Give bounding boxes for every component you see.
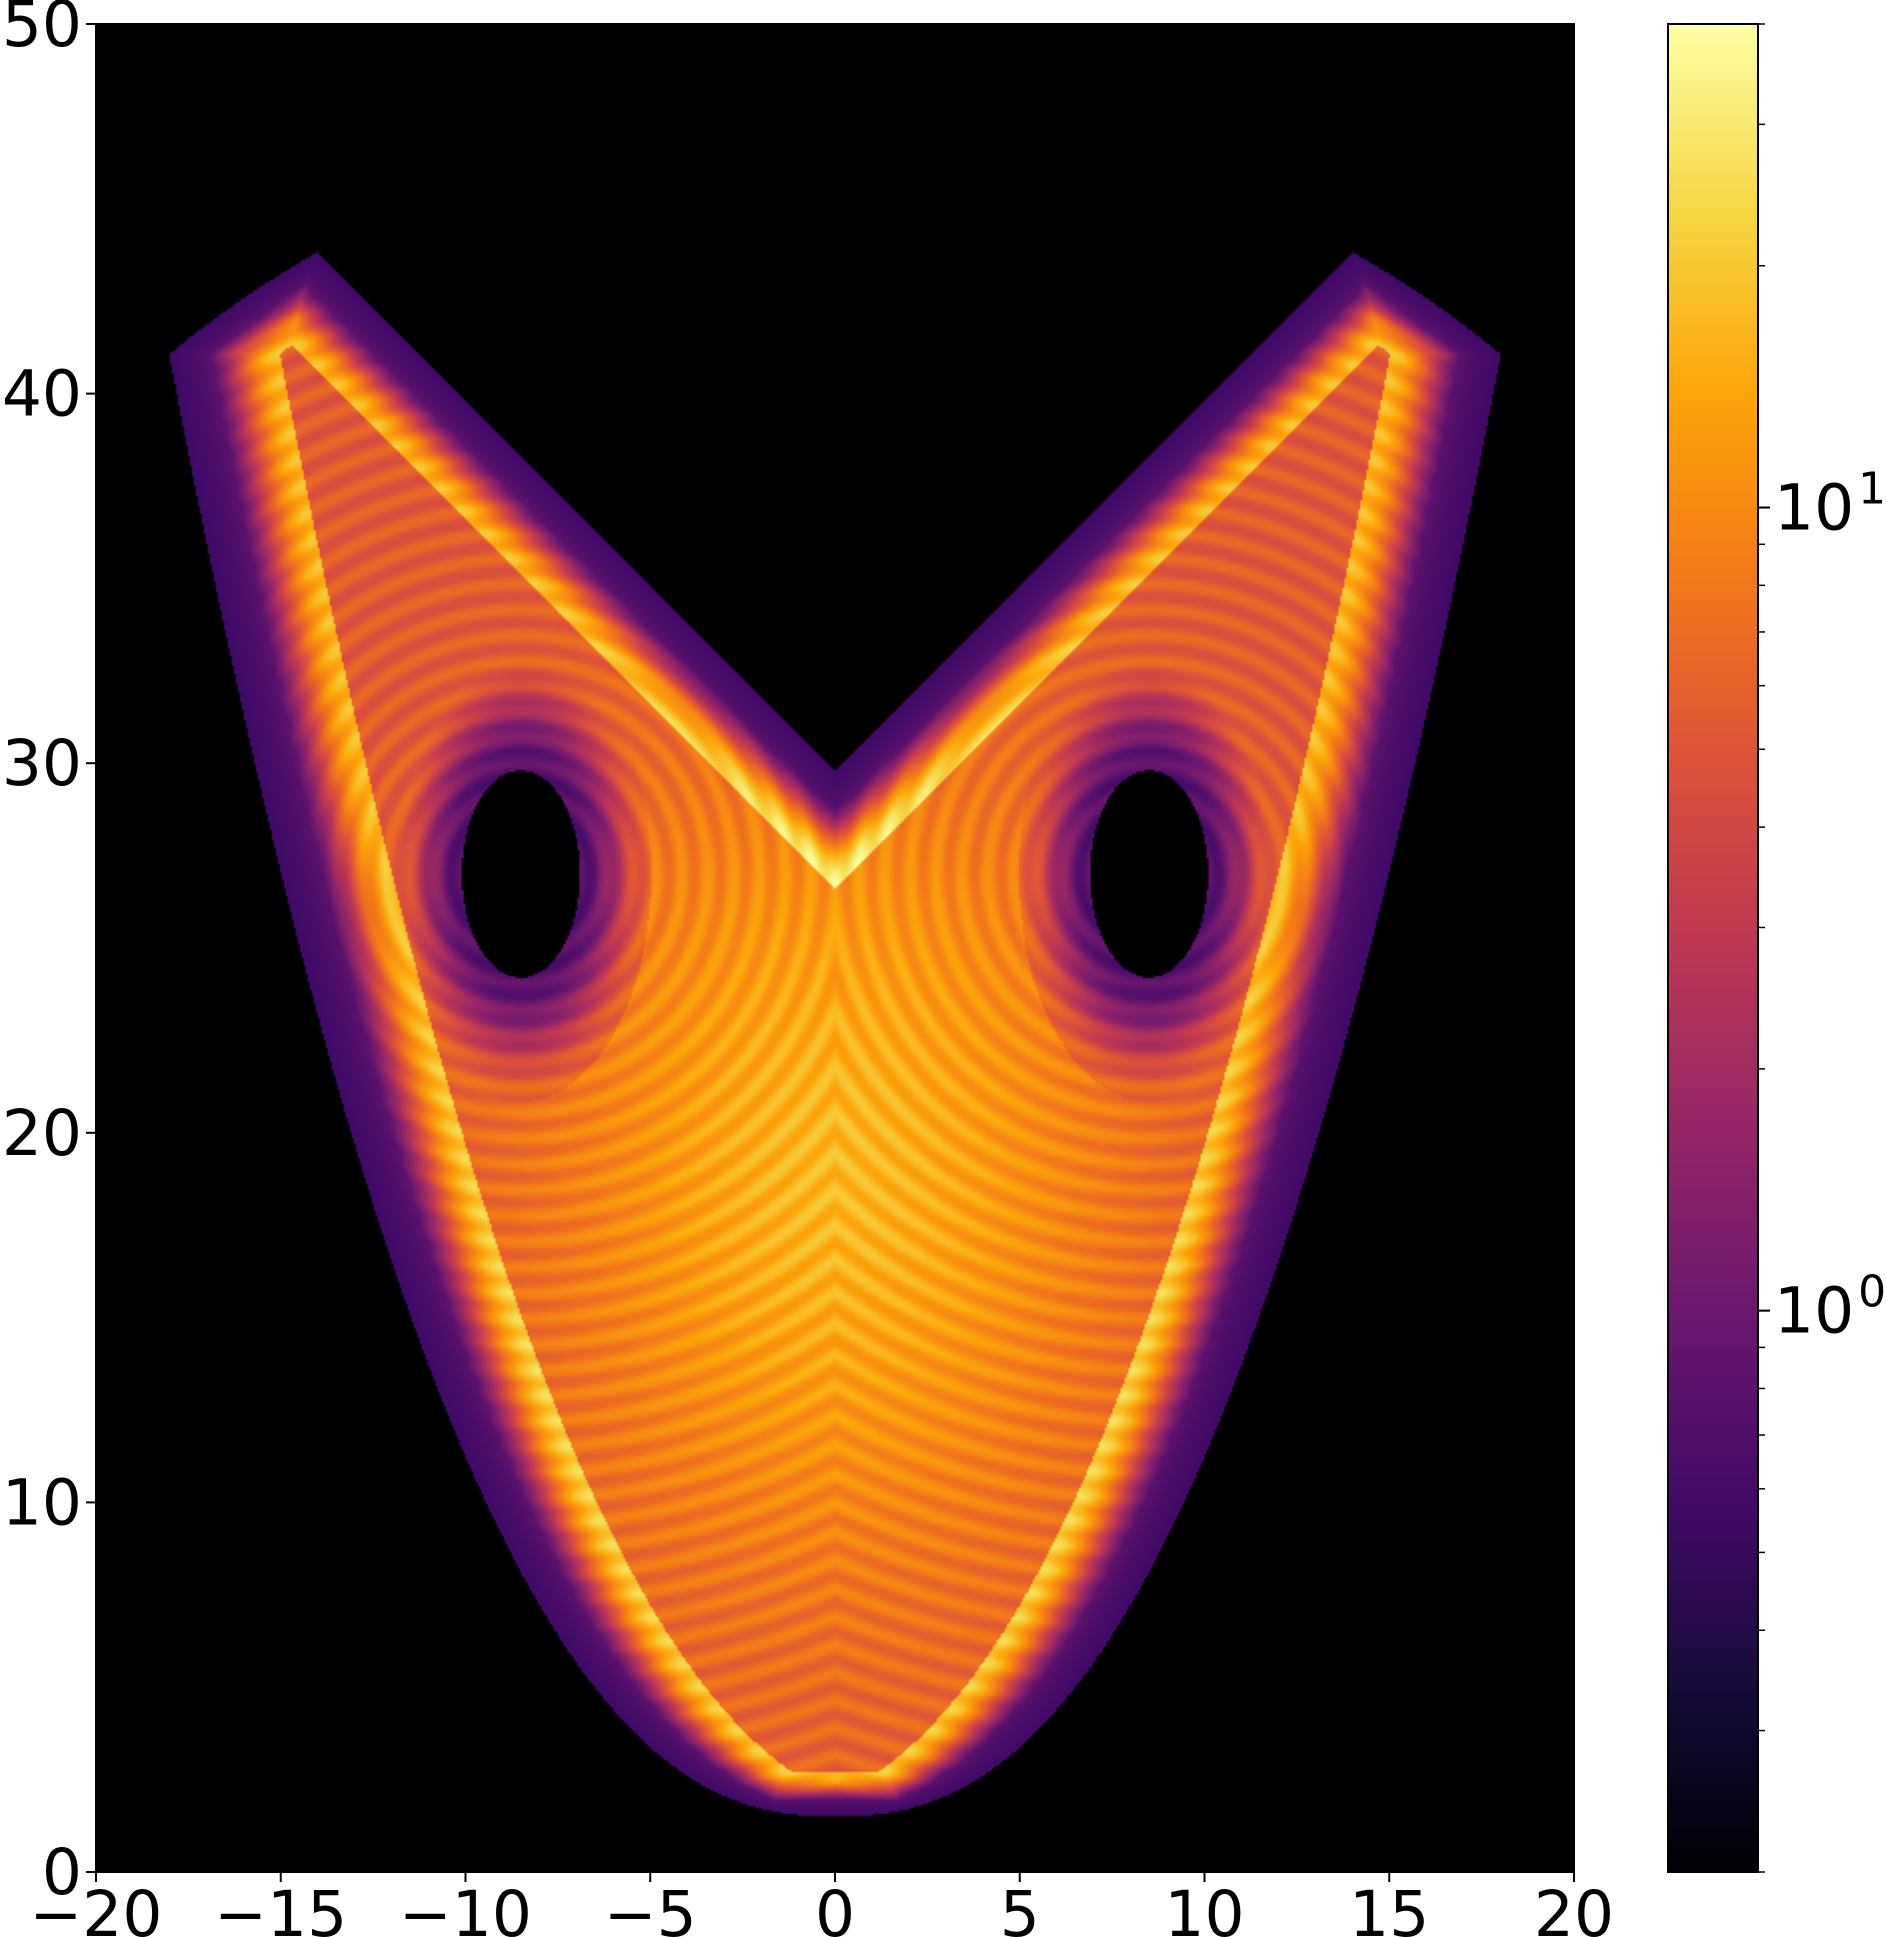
x-tick-label: −15 [214, 1878, 347, 1937]
y-axis-ticks: 0 10 20 30 40 50 [2, 0, 96, 1909]
x-tick-label: 20 [1534, 1878, 1614, 1937]
x-tick-label: −10 [399, 1878, 532, 1937]
y-tick-label: 30 [2, 727, 82, 800]
x-tick-label: 15 [1349, 1878, 1429, 1937]
x-tick-label: 10 [1164, 1878, 1244, 1937]
x-axis-ticks: −20 −15 −10 −5 0 5 10 15 20 [30, 1872, 1614, 1937]
x-tick-label: 5 [1000, 1878, 1040, 1937]
x-tick-label: −5 [604, 1878, 697, 1937]
y-tick-label: 20 [2, 1097, 82, 1170]
y-tick-label: 10 [2, 1466, 82, 1539]
x-tick-label: 0 [815, 1878, 855, 1937]
attractor-density-image [96, 24, 1574, 1872]
colorbar [1667, 23, 1759, 1873]
y-tick-label: 0 [42, 1836, 82, 1909]
colorbar-tick-label: 101 [1774, 464, 1886, 545]
x-tick-label: −20 [30, 1878, 163, 1937]
colorbar-tick-label: 100 [1774, 1267, 1886, 1348]
colorbar-ticks: 100 101 [1758, 23, 1886, 1873]
y-tick-label: 50 [2, 0, 82, 61]
y-tick-label: 40 [2, 358, 82, 431]
